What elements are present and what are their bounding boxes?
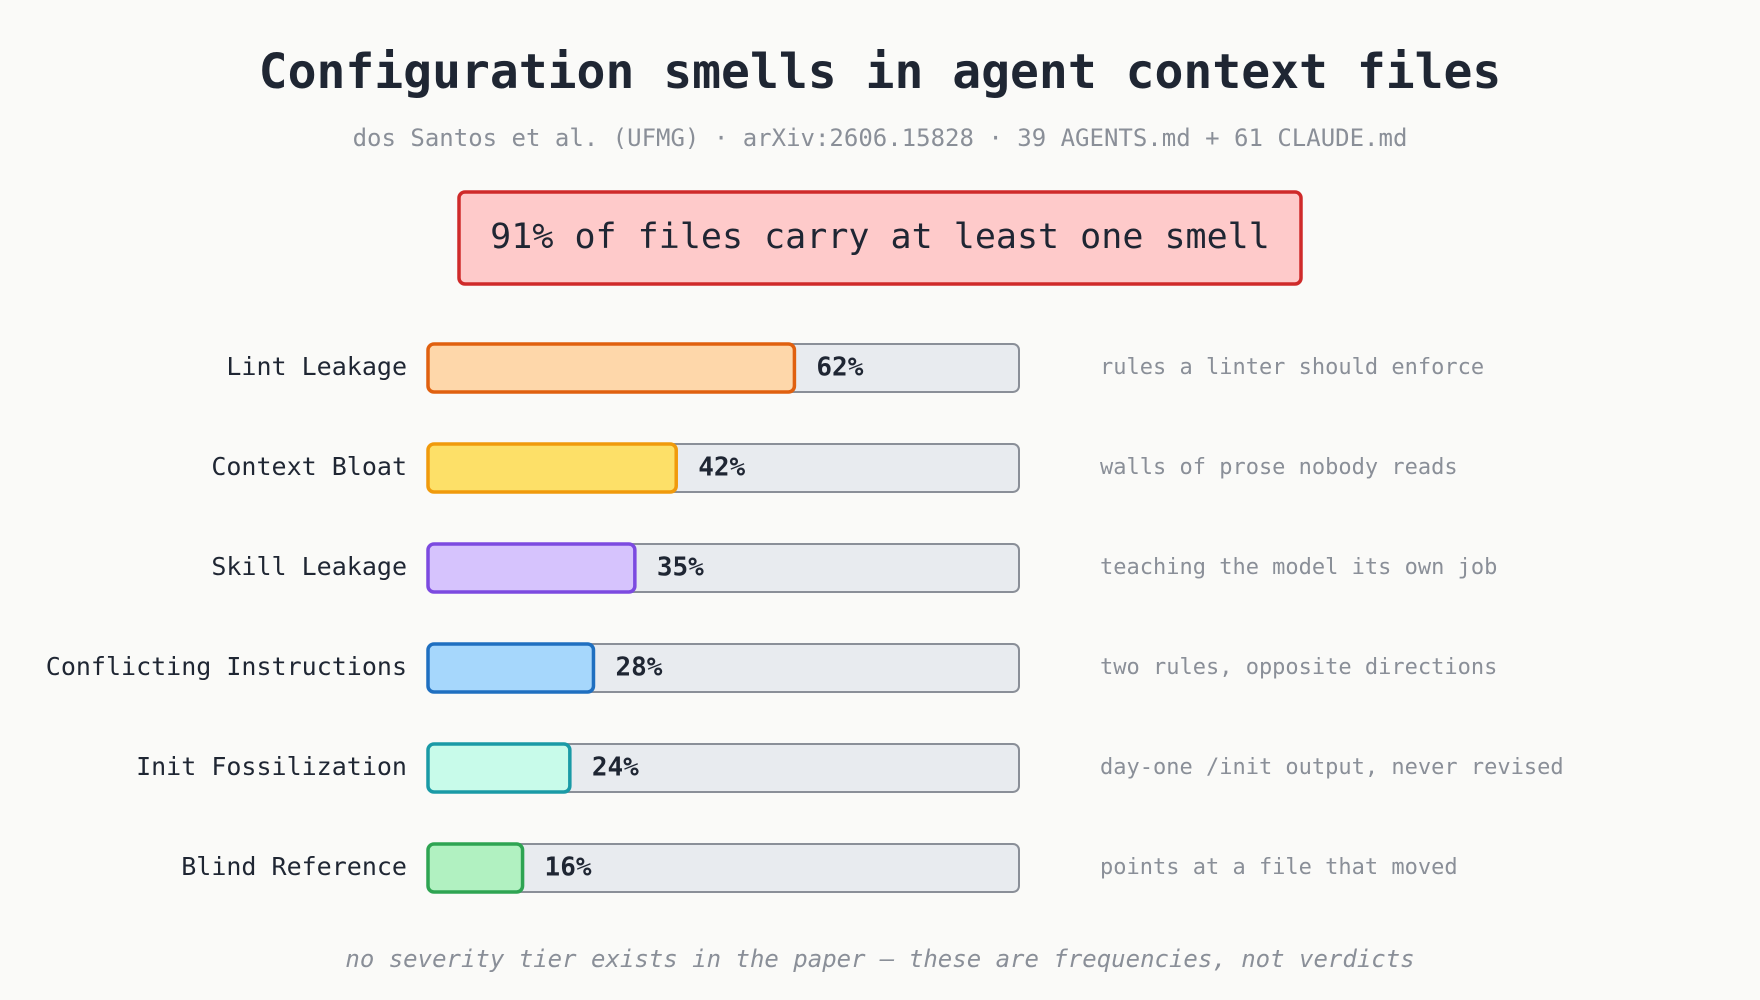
callout-box — [457, 190, 1303, 286]
annotation: walls of prose nobody reads — [1100, 455, 1458, 480]
bar — [426, 342, 797, 394]
category-label: Conflicting Instructions — [46, 652, 407, 681]
bar — [426, 642, 596, 694]
value-label: 42% — [698, 453, 745, 483]
footnote: no severity tier exists in the paper — t… — [345, 945, 1414, 973]
annotation: teaching the model its own job — [1100, 555, 1497, 580]
chart-subtitle: dos Santos et al. (UFMG) · arXiv:2606.15… — [353, 124, 1408, 152]
bar — [426, 542, 637, 594]
annotation: day-one /init output, never revised — [1100, 755, 1564, 780]
value-label: 16% — [545, 853, 592, 883]
category-label: Skill Leakage — [211, 552, 407, 581]
bar — [426, 442, 678, 494]
value-label: 24% — [592, 753, 639, 783]
value-label: 28% — [615, 653, 662, 683]
category-label: Context Bloat — [211, 452, 407, 481]
callout-text: 91% of files carry at least one smell — [490, 217, 1270, 257]
annotation: two rules, opposite directions — [1100, 655, 1497, 680]
value-label: 62% — [816, 353, 863, 383]
annotation: rules a linter should enforce — [1100, 355, 1484, 380]
category-label: Blind Reference — [181, 852, 407, 881]
chart-title: Configuration smells in agent context fi… — [259, 44, 1502, 100]
category-label: Lint Leakage — [226, 352, 407, 381]
annotation: points at a file that moved — [1100, 855, 1458, 880]
category-label: Init Fossilization — [136, 752, 407, 781]
bar — [426, 742, 572, 794]
bar — [426, 842, 525, 894]
value-label: 35% — [657, 553, 704, 583]
